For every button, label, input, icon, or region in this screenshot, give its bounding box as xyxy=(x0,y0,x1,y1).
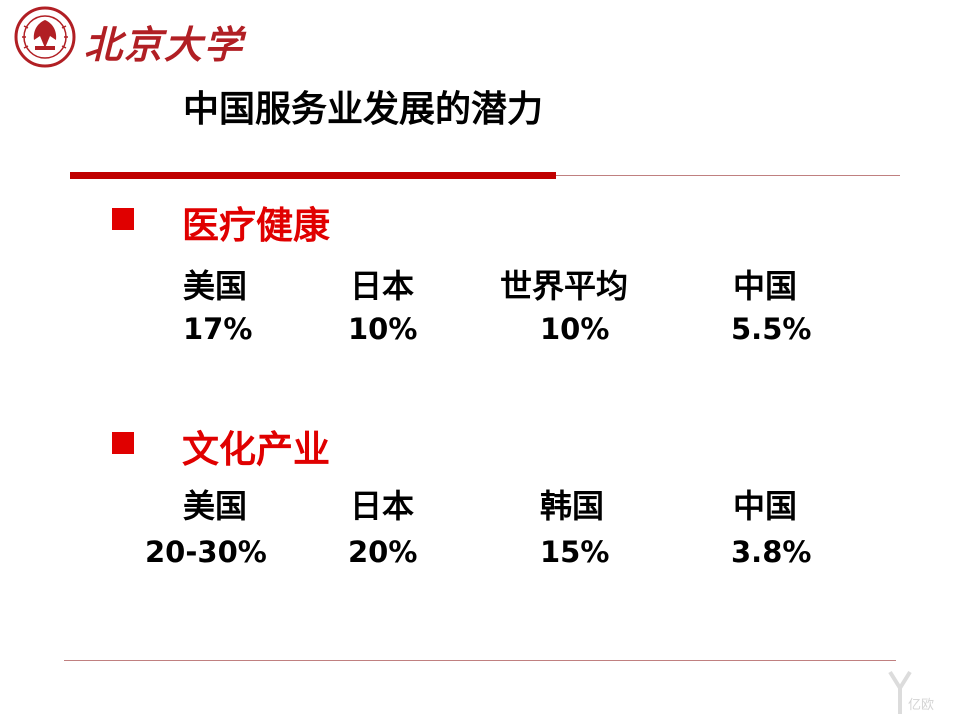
percentage-value: 20-30% xyxy=(145,535,267,569)
country-label: 韩国 xyxy=(540,487,605,525)
title-divider-thin xyxy=(556,175,900,176)
country-label: 日本 xyxy=(350,267,415,305)
percentage-value: 20% xyxy=(348,535,418,569)
footer-divider xyxy=(64,660,896,661)
peking-university-seal-icon xyxy=(14,6,76,68)
country-label: 美国 xyxy=(183,487,248,525)
country-label: 日本 xyxy=(350,487,415,525)
watermark-text: 亿欧 xyxy=(908,698,935,713)
country-label: 世界平均 xyxy=(500,267,629,305)
country-label: 中国 xyxy=(733,267,798,305)
watermark-logo-icon xyxy=(888,670,912,714)
slide-title: 中国服务业发展的潜力 xyxy=(183,89,544,130)
percentage-value: 15% xyxy=(540,535,610,569)
percentage-value: 10% xyxy=(540,312,610,346)
section-bullet-icon xyxy=(112,432,134,454)
title-divider-thick xyxy=(70,172,556,179)
percentage-value: 10% xyxy=(348,312,418,346)
country-label: 中国 xyxy=(733,487,798,525)
country-label: 美国 xyxy=(183,267,248,305)
percentage-value: 17% xyxy=(183,312,253,346)
section-title-culture: 文化产业 xyxy=(182,428,330,471)
university-logo-text: 北京大学 xyxy=(84,22,245,67)
section-title-healthcare: 医疗健康 xyxy=(182,204,330,247)
section-bullet-icon xyxy=(112,208,134,230)
percentage-value: 3.8% xyxy=(731,535,812,569)
percentage-value: 5.5% xyxy=(731,312,812,346)
